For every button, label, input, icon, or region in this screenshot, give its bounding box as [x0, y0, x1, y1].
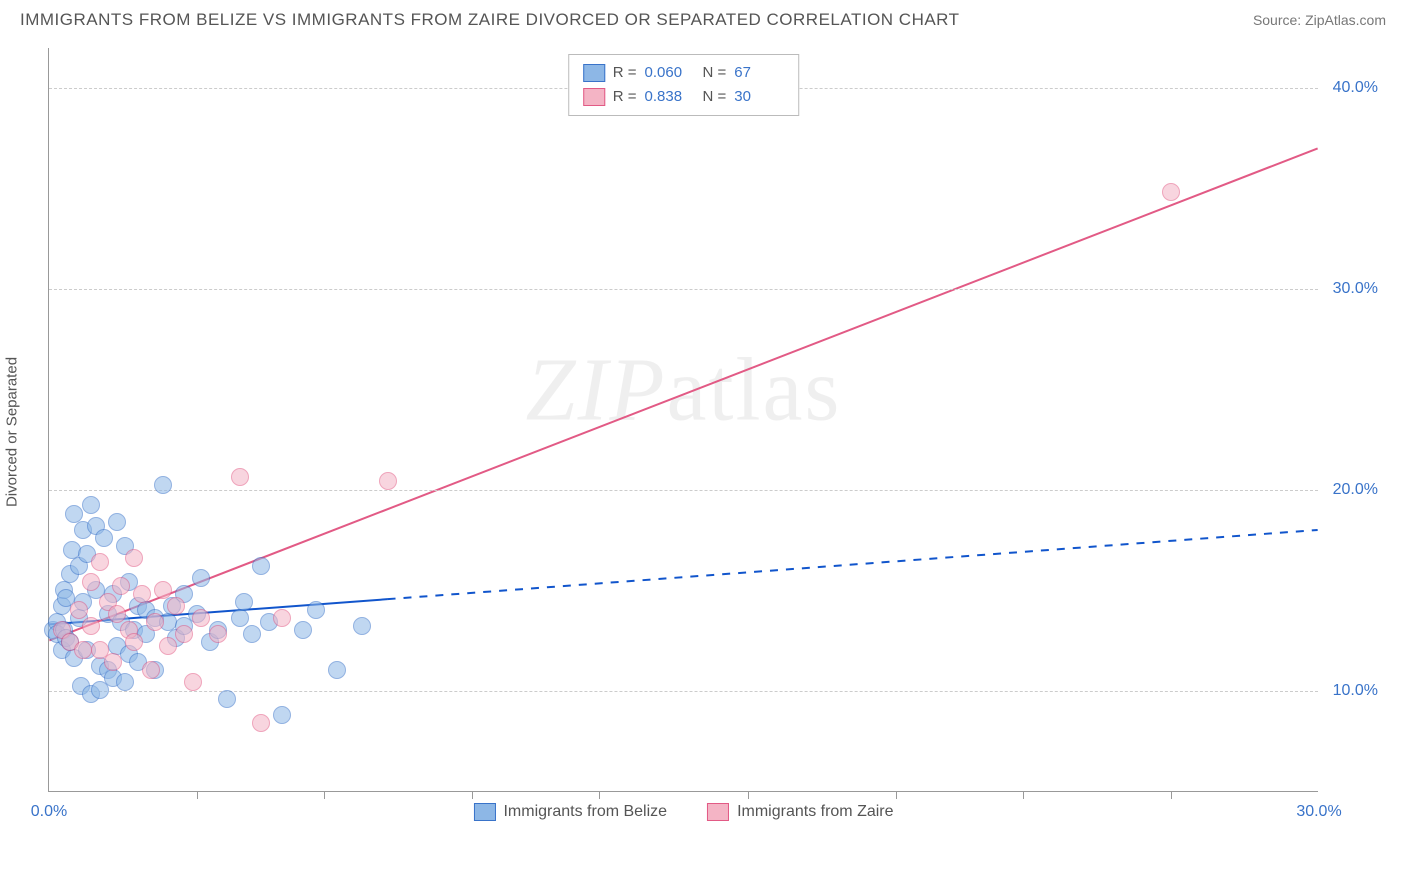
data-point-belize — [328, 661, 346, 679]
x-tick-label: 30.0% — [1296, 803, 1341, 821]
data-point-zaire — [112, 577, 130, 595]
r-label: R = — [613, 61, 637, 85]
data-point-belize — [82, 496, 100, 514]
x-tick-label: 0.0% — [31, 803, 67, 821]
legend-label: Immigrants from Zaire — [737, 803, 893, 821]
regression-line-dashed-belize — [388, 530, 1318, 599]
data-point-zaire — [154, 581, 172, 599]
x-tick — [472, 791, 473, 799]
legend-swatch-belize-icon — [473, 803, 495, 821]
data-point-zaire — [82, 573, 100, 591]
legend-stats: R = 0.060 N = 67 R = 0.838 N = 30 — [568, 54, 800, 116]
data-point-zaire — [70, 601, 88, 619]
x-tick — [197, 791, 198, 799]
data-point-zaire — [125, 549, 143, 567]
legend-stats-row: R = 0.838 N = 30 — [583, 85, 785, 109]
data-point-zaire — [108, 605, 126, 623]
gridline — [49, 289, 1318, 290]
regression-line-zaire — [49, 148, 1317, 640]
data-point-zaire — [142, 661, 160, 679]
data-point-belize — [235, 593, 253, 611]
data-point-zaire — [159, 637, 177, 655]
data-point-belize — [231, 609, 249, 627]
legend-stats-row: R = 0.060 N = 67 — [583, 61, 785, 85]
legend-item-zaire: Immigrants from Zaire — [707, 803, 893, 821]
r-value: 0.838 — [645, 85, 695, 109]
source-label: Source: ZipAtlas.com — [1253, 12, 1386, 28]
y-axis-label: Divorced or Separated — [4, 357, 21, 507]
data-point-belize — [353, 617, 371, 635]
legend-series: Immigrants from Belize Immigrants from Za… — [473, 803, 893, 821]
y-tick-label: 20.0% — [1333, 481, 1378, 499]
legend-item-belize: Immigrants from Belize — [473, 803, 667, 821]
data-point-zaire — [184, 673, 202, 691]
x-tick — [599, 791, 600, 799]
gridline — [49, 691, 1318, 692]
data-point-zaire — [74, 641, 92, 659]
n-label: N = — [703, 61, 727, 85]
x-tick — [324, 791, 325, 799]
data-point-zaire — [125, 633, 143, 651]
data-point-zaire — [231, 468, 249, 486]
n-value: 30 — [734, 85, 784, 109]
chart-container: Divorced or Separated ZIPatlas R =0.060N… — [48, 48, 1386, 816]
n-value: 67 — [734, 61, 784, 85]
watermark: ZIPatlas — [526, 338, 842, 441]
data-point-belize — [218, 690, 236, 708]
data-point-belize — [252, 557, 270, 575]
n-label: N = — [703, 85, 727, 109]
data-point-zaire — [167, 597, 185, 615]
data-point-zaire — [252, 714, 270, 732]
x-tick — [896, 791, 897, 799]
data-point-belize — [116, 673, 134, 691]
r-value: 0.060 — [645, 61, 695, 85]
data-point-zaire — [273, 609, 291, 627]
data-point-belize — [294, 621, 312, 639]
data-point-zaire — [379, 472, 397, 490]
data-point-zaire — [82, 617, 100, 635]
data-point-belize — [192, 569, 210, 587]
data-point-zaire — [1162, 183, 1180, 201]
data-point-zaire — [146, 613, 164, 631]
data-point-zaire — [192, 609, 210, 627]
x-tick — [1023, 791, 1024, 799]
x-tick — [1171, 791, 1172, 799]
data-point-zaire — [209, 625, 227, 643]
legend-swatch-zaire-icon — [583, 88, 605, 106]
y-tick-label: 30.0% — [1333, 280, 1378, 298]
data-point-zaire — [175, 625, 193, 643]
legend-swatch-belize-icon — [583, 64, 605, 82]
chart-title: IMMIGRANTS FROM BELIZE VS IMMIGRANTS FRO… — [20, 10, 960, 30]
y-tick-label: 40.0% — [1333, 79, 1378, 97]
data-point-zaire — [91, 553, 109, 571]
legend-swatch-zaire-icon — [707, 803, 729, 821]
data-point-belize — [243, 625, 261, 643]
data-point-zaire — [133, 585, 151, 603]
data-point-belize — [307, 601, 325, 619]
y-tick-label: 10.0% — [1333, 682, 1378, 700]
data-point-zaire — [104, 653, 122, 671]
data-point-belize — [154, 476, 172, 494]
data-point-belize — [95, 529, 113, 547]
x-tick — [748, 791, 749, 799]
gridline — [49, 490, 1318, 491]
legend-label: Immigrants from Belize — [503, 803, 667, 821]
plot-area: ZIPatlas R =0.060N =67R =0.838N =30 Immi… — [48, 48, 1318, 792]
data-point-belize — [108, 513, 126, 531]
data-point-belize — [273, 706, 291, 724]
regression-lines — [49, 48, 1318, 791]
r-label: R = — [613, 85, 637, 109]
